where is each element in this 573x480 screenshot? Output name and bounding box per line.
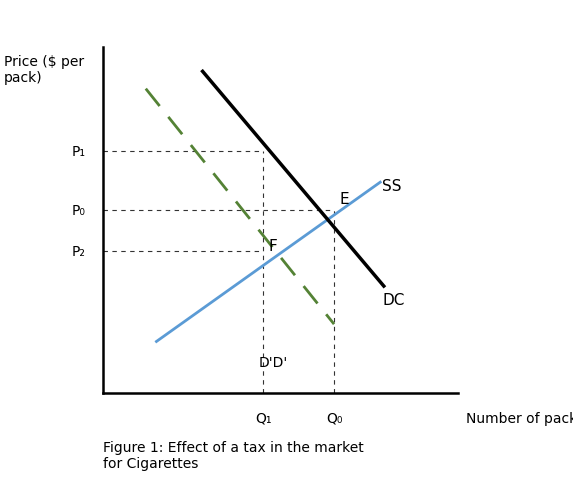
Text: Price ($ per
pack): Price ($ per pack) [3,55,84,85]
Text: P₀: P₀ [72,204,85,217]
Text: E: E [339,192,349,206]
Text: Q₁: Q₁ [255,411,271,425]
Text: DC: DC [382,293,405,308]
Text: Number of packs: Number of packs [465,411,573,425]
Text: P₁: P₁ [72,144,85,159]
Text: D'D': D'D' [259,355,288,369]
Text: F: F [268,238,277,253]
Text: Figure 1: Effect of a tax in the market
for Cigarettes: Figure 1: Effect of a tax in the market … [103,440,364,470]
Text: Q₀: Q₀ [326,411,342,425]
Text: P₂: P₂ [72,245,85,259]
Text: SS: SS [382,179,402,194]
